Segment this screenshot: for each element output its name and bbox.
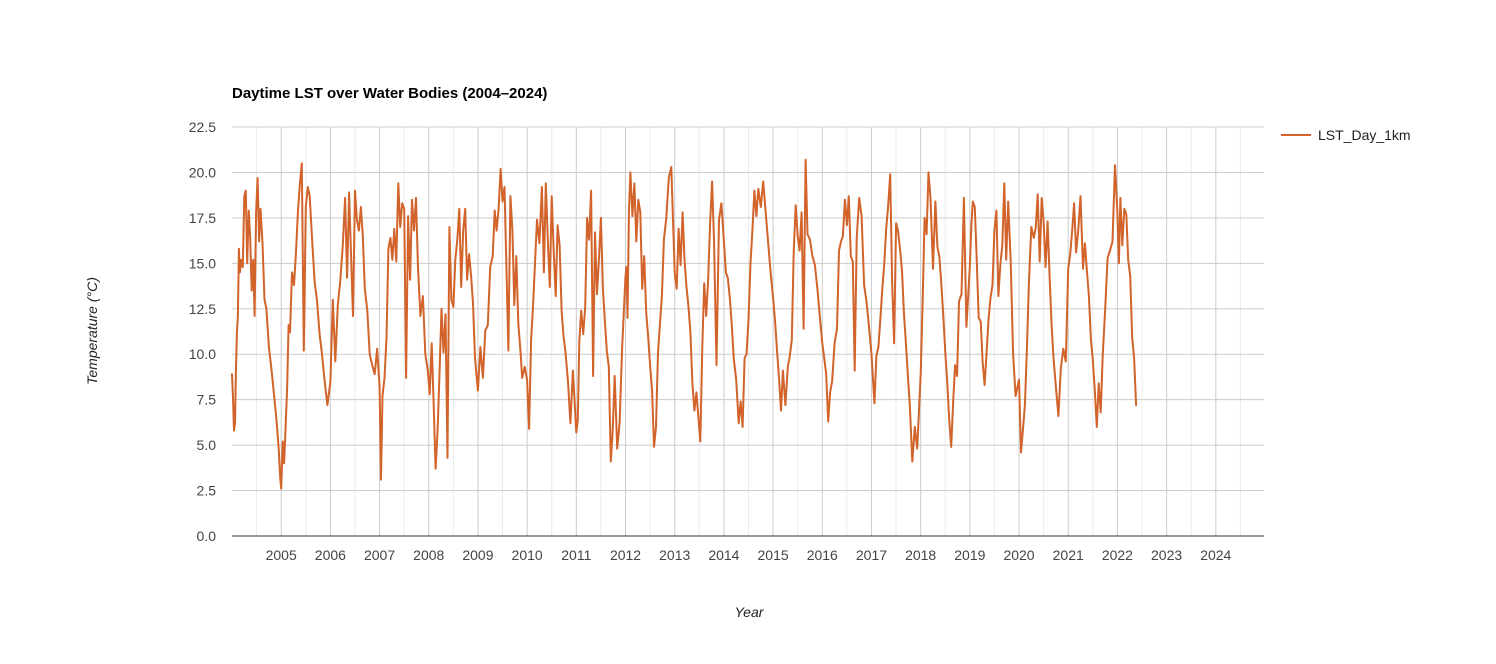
x-axis-title: Year — [735, 604, 765, 620]
series-line-lst-day-1km — [231, 158, 1138, 490]
x-tick-label: 2019 — [954, 547, 985, 563]
legend-label: LST_Day_1km — [1318, 127, 1411, 143]
x-tick-label: 2024 — [1200, 547, 1231, 563]
y-tick-label: 2.5 — [197, 483, 217, 499]
y-tick-label: 12.5 — [189, 301, 216, 317]
x-tick-label: 2012 — [610, 547, 641, 563]
x-tick-label: 2011 — [561, 547, 591, 563]
x-tick-label: 2021 — [1053, 547, 1084, 563]
x-tick-label: 2007 — [364, 547, 395, 563]
x-tick-label: 2017 — [856, 547, 887, 563]
y-tick-label: 5.0 — [197, 437, 217, 453]
x-tick-label: 2018 — [905, 547, 936, 563]
y-tick-label: 7.5 — [197, 392, 217, 408]
y-tick-label: 0.0 — [197, 528, 217, 544]
x-tick-label: 2022 — [1102, 547, 1133, 563]
x-tick-label: 2015 — [758, 547, 789, 563]
x-tick-label: 2006 — [315, 547, 346, 563]
legend[interactable]: LST_Day_1km — [1281, 127, 1411, 143]
x-tick-label: 2013 — [659, 547, 690, 563]
y-axis-ticks: 0.0 2.5 5.0 7.5 10.0 12.5 15.0 17.5 20.0 22.5 — [189, 119, 216, 544]
x-tick-label: 2016 — [807, 547, 838, 563]
x-tick-label: 2010 — [512, 547, 543, 563]
y-tick-label: 20.0 — [189, 164, 216, 180]
y-axis-title: Temperature (°C) — [84, 277, 100, 385]
x-tick-label: 2014 — [708, 547, 739, 563]
chart-title: Daytime LST over Water Bodies (2004–2024… — [232, 85, 547, 102]
y-tick-label: 15.0 — [189, 255, 216, 271]
x-axis-ticks: 2005 2006 2007 2008 2009 2010 2011 2012 2013 2014… — [266, 547, 1232, 563]
x-tick-label: 2009 — [462, 547, 493, 563]
x-tick-label: 2023 — [1151, 547, 1182, 563]
series-group — [231, 158, 1138, 490]
y-tick-label: 22.5 — [189, 119, 216, 135]
x-tick-label: 2008 — [413, 547, 444, 563]
y-tick-label: 10.0 — [189, 346, 216, 362]
y-tick-label: 17.5 — [189, 210, 216, 226]
x-tick-label: 2005 — [266, 547, 297, 563]
x-tick-label: 2020 — [1003, 547, 1034, 563]
